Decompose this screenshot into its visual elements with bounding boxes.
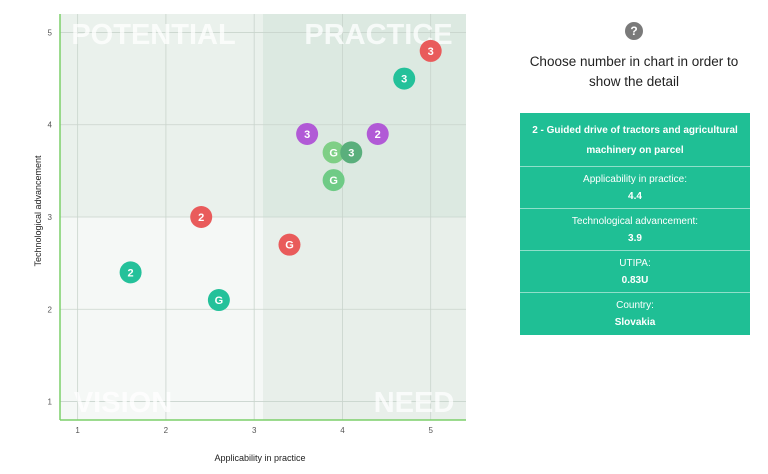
quadrant-label-potential: POTENTIAL xyxy=(71,19,235,51)
detail-label: Applicability in practice: xyxy=(583,174,687,185)
data-point[interactable]: G xyxy=(322,141,345,164)
data-point-marker[interactable] xyxy=(393,67,416,90)
x-tick-label: 1 xyxy=(75,426,80,435)
x-axis-label: Applicability in practice xyxy=(214,453,306,463)
data-point-label[interactable]: 3 xyxy=(304,129,310,141)
detail-value: 3.9 xyxy=(628,233,642,244)
data-point-marker[interactable] xyxy=(207,289,230,312)
data-point-label[interactable]: 3 xyxy=(428,46,434,58)
detail-value: Slovakia xyxy=(614,317,656,328)
detail-value: 4.4 xyxy=(628,191,642,202)
y-tick-label: 4 xyxy=(48,121,53,130)
data-point-label[interactable]: 2 xyxy=(375,129,381,141)
data-point-marker[interactable] xyxy=(322,141,345,164)
data-point[interactable]: 3 xyxy=(419,39,442,62)
data-point-label[interactable]: G xyxy=(329,175,338,187)
data-point-label[interactable]: 2 xyxy=(198,212,204,224)
data-point-label[interactable]: 3 xyxy=(401,74,407,86)
y-tick-label: 2 xyxy=(48,305,53,314)
axes xyxy=(59,14,466,421)
tick-labels: 1 2 3 4 5 1 2 3 4 5 xyxy=(48,28,434,435)
detail-row-technological: Technological advancement: 3.9 xyxy=(520,209,750,251)
grid-lines xyxy=(60,14,466,420)
quadrant-vision-bg xyxy=(60,217,263,420)
data-point-marker[interactable] xyxy=(419,39,442,62)
detail-row-utipa: UTIPA: 0.83U xyxy=(520,251,750,293)
quadrant-label-need: NEED xyxy=(374,387,455,419)
detail-value: 0.83U xyxy=(621,275,649,286)
data-point[interactable]: 2 xyxy=(119,261,142,284)
help-icon[interactable]: ? xyxy=(625,22,643,40)
data-point-marker[interactable] xyxy=(190,206,213,228)
x-tick-label: 2 xyxy=(164,426,169,435)
data-point[interactable]: 2 xyxy=(366,122,389,145)
x-tick-label: 3 xyxy=(252,426,257,435)
data-point[interactable]: 3 xyxy=(393,67,416,90)
data-point-label[interactable]: G xyxy=(215,295,224,307)
data-point-marker[interactable] xyxy=(366,122,389,145)
instruction-text: Choose number in chart in order to show … xyxy=(529,54,739,89)
data-point-label[interactable]: G xyxy=(285,240,294,252)
detail-row-applicability: Applicability in practice: 4.4 xyxy=(520,167,750,209)
data-point-marker[interactable] xyxy=(278,233,301,256)
detail-label: Technological advancement: xyxy=(571,216,699,227)
quadrant-label-vision: VISION xyxy=(74,387,172,419)
quadrant-potential-bg xyxy=(60,14,263,217)
data-point[interactable]: 3 xyxy=(296,122,319,145)
data-point-label[interactable]: 3 xyxy=(348,147,354,159)
data-point-label[interactable]: 2 xyxy=(128,267,134,279)
data-point-marker[interactable] xyxy=(119,261,142,284)
data-point[interactable]: G xyxy=(278,233,301,256)
y-tick-label: 5 xyxy=(48,28,53,37)
detail-label: UTIPA: xyxy=(619,258,651,269)
y-tick-label: 1 xyxy=(48,398,53,407)
data-point[interactable]: 3 xyxy=(340,141,363,164)
x-tick-label: 5 xyxy=(428,426,433,435)
detail-title: 2 - Guided drive of tractors and agricul… xyxy=(520,113,750,167)
y-tick-label: 3 xyxy=(48,213,53,222)
y-axis-label: Technological advancement xyxy=(33,155,43,267)
data-point-marker[interactable] xyxy=(322,169,345,192)
data-point-marker[interactable] xyxy=(296,122,319,145)
data-point-label[interactable]: G xyxy=(329,147,338,159)
detail-row-country: Country: Slovakia xyxy=(520,293,750,334)
x-tick-label: 4 xyxy=(340,426,345,435)
detail-panel: 2 - Guided drive of tractors and agricul… xyxy=(520,113,750,335)
data-point-marker[interactable] xyxy=(340,141,363,164)
data-point[interactable]: G xyxy=(207,289,230,312)
data-point[interactable]: G xyxy=(322,169,345,192)
detail-label: Country: xyxy=(616,300,654,311)
data-point[interactable]: 2 xyxy=(190,206,213,228)
